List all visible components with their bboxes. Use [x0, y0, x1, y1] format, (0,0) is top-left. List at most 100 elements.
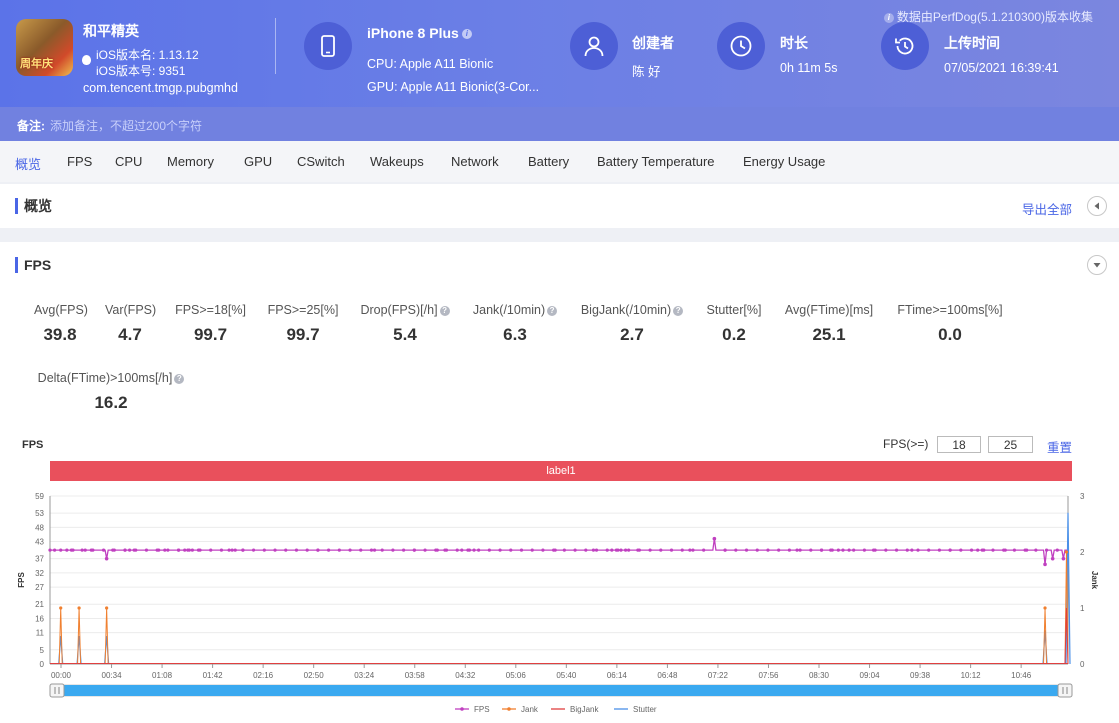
- help-icon[interactable]: ?: [439, 306, 450, 316]
- device-info-icon[interactable]: i: [461, 29, 472, 40]
- tab-network[interactable]: Network: [451, 154, 499, 169]
- fps-point: [723, 548, 727, 552]
- device-gpu: GPU: Apple A11 Bionic(3-Cor...: [367, 80, 540, 94]
- y-tick-label: 11: [36, 629, 45, 638]
- fps-threshold-25-input[interactable]: [988, 436, 1033, 453]
- zoom-range[interactable]: [56, 685, 1058, 696]
- fps-point: [991, 548, 995, 552]
- legend-item-fps[interactable]: FPS: [455, 705, 490, 714]
- overview-panel: 概览 导出全部: [0, 184, 1119, 228]
- tab-bar: 概览 FPS CPU Memory GPU CSwitch Wakeups Ne…: [0, 141, 1119, 182]
- fps-point: [166, 548, 170, 552]
- fps-point: [680, 548, 684, 552]
- fps-point: [443, 548, 447, 552]
- fps-point: [519, 548, 524, 552]
- fps-point: [196, 548, 201, 552]
- fps-dip-point: [104, 556, 109, 561]
- fps-point: [605, 548, 609, 552]
- remark-bar: 备注: 添加备注，不超过200个字符: [0, 107, 1119, 141]
- fps-point: [636, 548, 640, 552]
- tab-energy-usage[interactable]: Energy Usage: [743, 154, 826, 169]
- legend-item-stutter[interactable]: Stutter: [614, 705, 657, 714]
- metric-delta-ftime: Delta(FTime)>100ms[/h]? 16.2: [34, 371, 188, 413]
- reset-link[interactable]: 重置: [1047, 441, 1073, 455]
- fps-point: [766, 548, 770, 552]
- x-tick-label: 00:34: [102, 671, 123, 680]
- help-icon[interactable]: ?: [673, 306, 684, 316]
- y2-tick-label: 3: [1080, 492, 1085, 501]
- legend-item-bigjank[interactable]: BigJank: [551, 705, 599, 714]
- fps-point: [982, 548, 986, 552]
- fps-point: [871, 548, 876, 552]
- metric-stutter: Stutter[%] 0.2: [706, 303, 762, 344]
- label-bar[interactable]: label1: [50, 461, 1072, 481]
- help-icon[interactable]: ?: [547, 306, 558, 316]
- fps-point: [472, 548, 476, 552]
- clock-icon: [717, 22, 765, 70]
- fps-point: [948, 548, 952, 552]
- legend-item-jank[interactable]: Jank: [502, 705, 539, 714]
- x-tick-label: 08:30: [809, 671, 830, 680]
- fps-point: [669, 548, 674, 552]
- fps-point: [467, 548, 472, 552]
- fps-point: [905, 548, 909, 552]
- y2-tick-label: 1: [1080, 604, 1085, 613]
- fps-point: [584, 548, 588, 552]
- tab-wakeups[interactable]: Wakeups: [370, 154, 424, 169]
- tab-cpu[interactable]: CPU: [115, 154, 143, 169]
- fps-point: [209, 548, 213, 552]
- app-icon-text: 周年庆: [20, 58, 53, 70]
- fps-point: [829, 548, 833, 552]
- x-tick-label: 01:42: [203, 671, 224, 680]
- fps-point: [71, 548, 75, 552]
- fps-point: [294, 548, 299, 552]
- fps-point: [884, 548, 888, 552]
- fps-point: [648, 548, 652, 552]
- tab-battery[interactable]: Battery: [528, 154, 570, 169]
- export-all-link[interactable]: 导出全部: [1022, 203, 1073, 217]
- fps-point: [337, 548, 341, 552]
- tab-memory[interactable]: Memory: [167, 154, 214, 169]
- fps-point: [128, 548, 132, 552]
- data-source-note: i 数据由PerfDog(5.1.210300)版本收集: [883, 8, 1093, 25]
- tab-fps[interactable]: FPS: [67, 154, 93, 169]
- fps-point: [83, 548, 87, 552]
- x-tick-label: 05:40: [556, 671, 577, 680]
- help-icon[interactable]: ?: [174, 374, 185, 384]
- fps-point: [163, 548, 167, 552]
- fps-point: [787, 548, 791, 552]
- metric-drop-fps: Drop(FPS)[/h]? 5.4: [358, 303, 452, 345]
- header-divider: [275, 18, 276, 74]
- collapse-fps-button[interactable]: [1087, 255, 1107, 275]
- fps-point: [132, 548, 136, 552]
- tab-cswitch[interactable]: CSwitch: [297, 154, 345, 169]
- phone-icon: [304, 22, 352, 70]
- metric-avg-ftime: Avg(FTime)[ms] 25.1: [784, 303, 874, 344]
- x-tick-label: 07:56: [758, 671, 779, 680]
- fps-point: [659, 548, 663, 552]
- remark-input[interactable]: 添加备注，不超过200个字符: [50, 119, 203, 133]
- ios-version-name: iOS版本名: 1.13.12: [96, 48, 199, 62]
- y2-tick-label: 0: [1080, 660, 1085, 669]
- zoom-handle[interactable]: [49, 683, 65, 698]
- y2-tick-label: 2: [1080, 548, 1085, 557]
- fps-point: [305, 548, 309, 552]
- collapse-overview-button[interactable]: [1087, 196, 1107, 216]
- fps-point: [241, 548, 245, 552]
- tab-battery-temperature[interactable]: Battery Temperature: [597, 154, 715, 169]
- zoom-handle[interactable]: [1057, 683, 1073, 698]
- upload-time-label: 上传时间: [944, 35, 1000, 51]
- fps-point: [937, 548, 942, 552]
- device-cpu: CPU: Apple A11 Bionic: [367, 57, 494, 71]
- y-tick-label: 16: [35, 614, 44, 623]
- fps-threshold-18-input[interactable]: [937, 436, 981, 453]
- fps-point: [1055, 548, 1059, 552]
- fps-point: [89, 548, 93, 552]
- tab-overview[interactable]: 概览: [15, 157, 42, 172]
- metric-ftime-100: FTime>=100ms[%] 0.0: [897, 303, 1003, 344]
- fps-dip-point: [1043, 562, 1047, 567]
- fps-panel-title: FPS: [15, 257, 51, 273]
- fps-point: [755, 548, 759, 552]
- tab-gpu[interactable]: GPU: [244, 154, 273, 169]
- fps-point: [623, 548, 628, 552]
